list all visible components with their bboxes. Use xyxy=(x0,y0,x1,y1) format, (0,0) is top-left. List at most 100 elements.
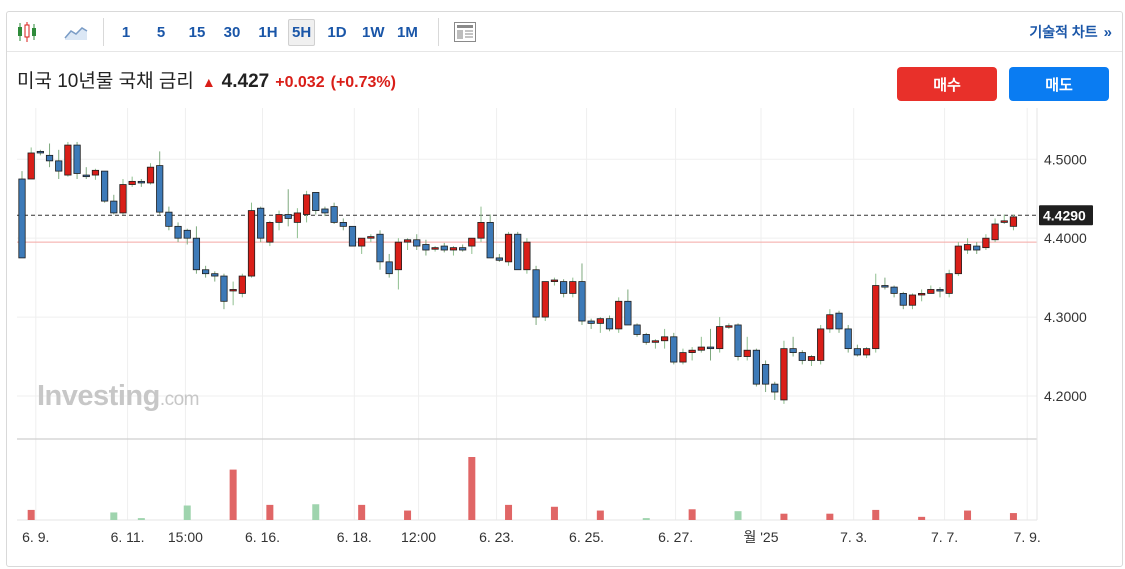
toolbar-divider xyxy=(103,18,104,46)
y-tick-label: 4.2000 xyxy=(1044,388,1087,404)
volume-bar xyxy=(826,513,834,520)
candle xyxy=(615,300,623,330)
candle xyxy=(541,281,549,318)
candle xyxy=(734,324,742,357)
candle xyxy=(73,144,81,174)
candlestick-icon[interactable] xyxy=(13,19,41,45)
volume-bar xyxy=(358,504,366,520)
candle xyxy=(36,150,44,154)
candle xyxy=(459,247,467,251)
candle xyxy=(137,180,145,184)
candle xyxy=(569,281,577,294)
timeframe-5h[interactable]: 5H xyxy=(288,19,316,46)
candle xyxy=(587,320,595,324)
advanced-chart-link[interactable]: 기술적 차트 » xyxy=(1029,22,1112,42)
candle xyxy=(91,169,100,176)
candle xyxy=(440,245,448,251)
y-tick-label: 4.5000 xyxy=(1044,151,1087,167)
candle xyxy=(523,241,531,271)
timeframe-1h[interactable]: 1H xyxy=(258,24,278,41)
candle xyxy=(853,348,861,356)
x-tick-label: 6. 16. xyxy=(245,529,280,545)
candle xyxy=(954,245,962,275)
y-tick-label: 4.3000 xyxy=(1044,309,1087,325)
candle xyxy=(174,225,182,239)
candle xyxy=(266,222,274,243)
x-tick-label: 7. 7. xyxy=(931,529,958,545)
timeframe-5[interactable]: 5 xyxy=(156,24,166,41)
candle xyxy=(247,210,256,277)
candle xyxy=(817,328,825,361)
candle xyxy=(1009,216,1018,227)
chart-layout-icon[interactable] xyxy=(451,19,479,45)
advanced-chart-label: 기술적 차트 xyxy=(1029,24,1098,40)
volume-bar xyxy=(110,512,118,520)
candle xyxy=(862,348,871,356)
candle xyxy=(18,178,26,259)
buy-button[interactable]: 매수 xyxy=(897,67,997,101)
candle xyxy=(771,383,779,393)
candle xyxy=(110,200,118,214)
candle xyxy=(275,214,283,223)
volume-bar xyxy=(1009,513,1017,520)
candle xyxy=(1000,220,1008,223)
timeframe-1[interactable]: 1 xyxy=(121,24,131,41)
x-tick-label: 6. 27. xyxy=(658,529,693,545)
volume-bar xyxy=(137,518,145,520)
volume-bar xyxy=(183,505,191,520)
candle xyxy=(358,237,366,247)
candle xyxy=(367,236,375,239)
volume-bar xyxy=(550,506,558,520)
candle xyxy=(486,222,494,259)
x-tick-label: 6. 25. xyxy=(569,529,604,545)
price-chart[interactable]: 4.5000 4.4000 4.3000 4.2000 4.4290 6. 9. 6. 11… xyxy=(7,12,1122,566)
candle xyxy=(550,279,559,282)
area-chart-icon[interactable] xyxy=(62,19,90,45)
timeframe-30[interactable]: 30 xyxy=(223,24,241,41)
price-change-percent: (+0.73%) xyxy=(330,74,396,91)
candle xyxy=(725,325,733,328)
candle xyxy=(413,239,421,247)
candle xyxy=(146,166,155,184)
candle xyxy=(339,222,347,227)
candle xyxy=(468,237,476,247)
instrument-header: 미국 10년물 국채 금리 ▲ 4.427 +0.032 (+0.73%) xyxy=(17,66,396,93)
candle xyxy=(780,348,788,401)
volume-bar xyxy=(312,504,320,520)
candle xyxy=(128,180,136,185)
volume-bar xyxy=(404,510,412,520)
chart-widget: 기술적 차트 » 1 5 15 30 1H 5H 1D 1W 1M 미국 10년물 국채 금리 … xyxy=(6,11,1123,567)
candle xyxy=(807,356,816,361)
candle xyxy=(514,233,522,271)
timeframe-1w[interactable]: 1W xyxy=(362,24,385,41)
candle xyxy=(449,247,458,251)
candle xyxy=(716,326,724,350)
timeframe-15[interactable]: 15 xyxy=(188,24,206,41)
candle xyxy=(881,285,889,288)
candle xyxy=(64,144,72,176)
sell-button[interactable]: 매도 xyxy=(1009,67,1109,101)
candle xyxy=(752,349,761,385)
timeframe-1d[interactable]: 1D xyxy=(327,24,347,41)
investing-watermark: Investing.com xyxy=(37,380,200,412)
candle xyxy=(963,244,972,251)
candle xyxy=(991,223,999,241)
candle xyxy=(385,261,393,275)
candle xyxy=(101,170,109,202)
candle xyxy=(321,208,329,214)
candle xyxy=(761,364,770,385)
x-tick-label: 7. 9. xyxy=(1014,529,1041,545)
y-tick-label: 4.4000 xyxy=(1044,230,1087,246)
volume-bar xyxy=(468,457,476,520)
candle xyxy=(238,275,246,294)
candle xyxy=(927,289,935,294)
price-change: +0.032 xyxy=(275,74,325,91)
candle xyxy=(284,214,292,219)
chart-toolbar: 기술적 차트 » 1 5 15 30 1H 5H 1D 1W 1M xyxy=(7,12,1122,52)
candle xyxy=(532,269,540,318)
candle xyxy=(899,293,907,306)
candle xyxy=(55,160,63,172)
candle xyxy=(936,289,944,292)
timeframe-1m[interactable]: 1M xyxy=(397,24,418,41)
candle xyxy=(605,318,614,330)
